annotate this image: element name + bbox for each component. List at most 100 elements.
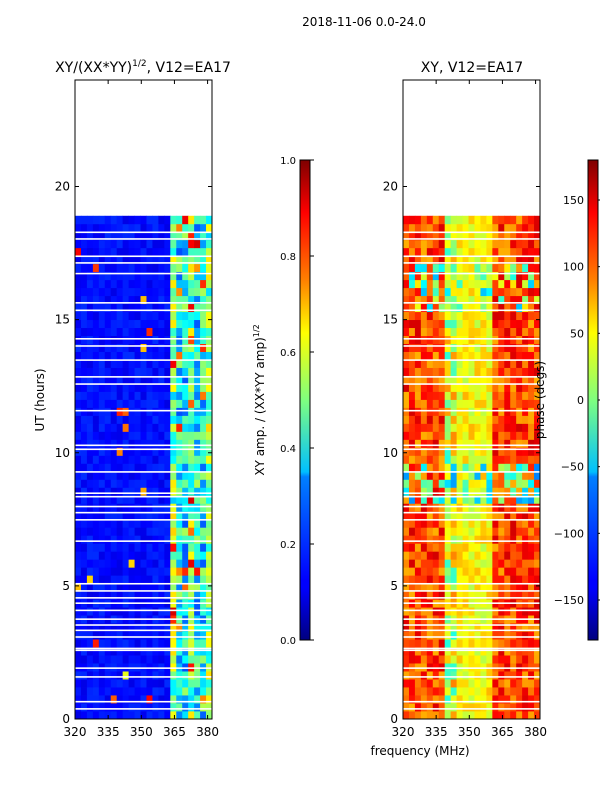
heatmap-cell [86,247,94,257]
heatmap-cell [450,647,458,656]
heatmap-cell [408,295,416,305]
heatmap-cell [122,231,130,241]
heatmap-cell [98,447,106,456]
heatmap-cell [140,439,147,448]
heatmap-cell [164,695,171,704]
heatmap-cell [104,303,112,313]
heatmap-cell [516,631,523,640]
heatmap-cell [492,711,499,720]
heatmap-cell [420,455,428,464]
heatmap-cell [480,495,487,504]
heatmap-cell [456,687,463,696]
heatmap-cell [403,287,410,297]
heatmap-cell [182,231,189,241]
heatmap-cell [152,479,159,488]
heatmap-cell [86,711,94,720]
heatmap-cell [164,447,171,456]
heatmap-cell [75,335,82,344]
heatmap-cell [474,519,481,528]
heatmap-cell [98,359,106,368]
heatmap-cell [510,711,517,720]
heatmap-cell [170,511,177,520]
heatmap-cell [456,383,463,392]
heatmap-cell [510,663,517,672]
heatmap-cell [116,591,124,600]
heatmap-cell [403,343,410,352]
heatmap-cell [152,279,159,289]
heatmap-cell [522,583,529,592]
heatmap-cell [438,383,446,392]
heatmap-cell [456,463,463,472]
heatmap-cell [516,463,523,472]
heatmap-cell [480,223,487,233]
heatmap-cell [504,463,511,472]
heatmap-cell [474,583,481,592]
heatmap-cell [122,239,130,249]
heatmap-cell [152,639,159,648]
heatmap-cell [116,671,124,680]
heatmap-cell [450,583,458,592]
heatmap-cell [92,287,100,297]
heatmap-cell [426,623,434,632]
heatmap-cell [420,487,428,496]
heatmap-cell [438,623,446,632]
heatmap-cell [480,231,487,241]
heatmap-cell [498,359,505,368]
heatmap-cell [528,479,535,488]
heatmap-cell [170,375,177,384]
heatmap-cell [432,271,440,281]
heatmap-cell [426,247,434,257]
heatmap-cell [170,335,177,344]
heatmap-cell [516,607,523,616]
heatmap-cell [134,527,141,536]
heatmap-cell [122,391,130,400]
heatmap-cell [170,463,177,472]
heatmap-cell [444,535,452,544]
heatmap-cell [408,383,416,392]
heatmap-cell [98,287,106,297]
heatmap-cell [116,623,124,632]
heatmap-cell [110,479,118,488]
heatmap-cell [504,527,511,536]
heatmap-cell [182,303,189,313]
heatmap-cell [510,623,517,632]
heatmap-cell [140,351,147,360]
heatmap-cell [408,215,416,225]
heatmap-cell [194,591,201,600]
heatmap-cell [206,415,213,424]
heatmap-cell [474,711,481,720]
heatmap-cell [194,631,201,640]
heatmap-cell [194,495,201,504]
heatmap-cell [182,431,189,440]
heatmap-cell [206,495,213,504]
heatmap-cell [104,335,112,344]
amplitude-heatmap [75,215,213,720]
heatmap-cell [444,399,452,408]
heatmap-cell [420,439,428,448]
heatmap-cell [522,391,529,400]
heatmap-cell [194,567,201,576]
heatmap-cell [403,679,410,688]
heatmap-cell [176,495,183,504]
heatmap-cell [414,583,422,592]
heatmap-cell [200,375,207,384]
heatmap-cell [75,495,82,504]
heatmap-cell [200,671,207,680]
heatmap-cell [92,383,100,392]
heatmap-cell [128,407,135,416]
heatmap-cell [176,503,183,512]
heatmap-cell [462,511,469,520]
phase-title: XY, V12=EA17 [421,60,523,76]
heatmap-cell [146,671,153,680]
heatmap-cell [176,383,183,392]
heatmap-cell [492,463,499,472]
x-tick-label: 365 [491,725,514,739]
heatmap-cell [450,383,458,392]
heatmap-cell [456,247,463,257]
heatmap-cell [140,455,147,464]
heatmap-cell [98,647,106,656]
heatmap-cell [92,263,100,273]
heatmap-cell [200,591,207,600]
heatmap-cell [92,503,100,512]
heatmap-cell [146,271,153,281]
